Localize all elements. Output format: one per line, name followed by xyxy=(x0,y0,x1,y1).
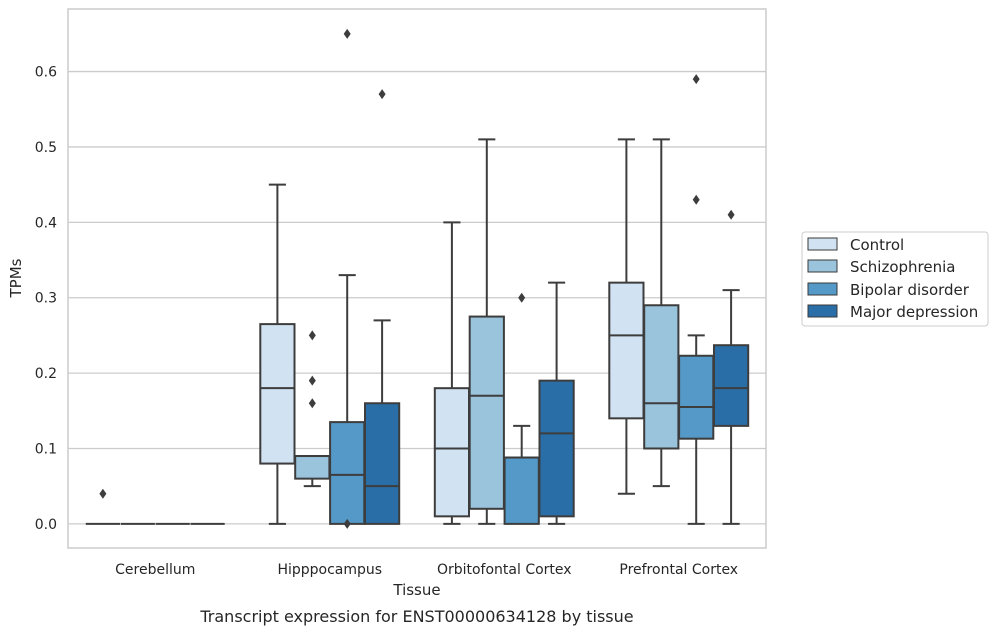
box-3-3 xyxy=(712,209,750,525)
legend-frame xyxy=(801,231,989,327)
y-axis-label: TPMs xyxy=(7,258,25,298)
box-2-1 xyxy=(468,138,505,525)
box xyxy=(538,379,575,518)
box xyxy=(468,315,505,510)
y-tick-label: 0.6 xyxy=(35,65,57,81)
box-3-2 xyxy=(678,74,715,525)
legend-swatch xyxy=(807,237,838,251)
box-1-2 xyxy=(329,28,366,529)
plot-area xyxy=(68,9,766,548)
outlier-point xyxy=(343,28,351,39)
legend-swatch xyxy=(807,304,838,318)
legend-swatch xyxy=(807,259,838,273)
box-0-0 xyxy=(85,488,121,525)
legend-item-control: Control xyxy=(807,236,904,254)
x-tick-label: Hipppocampus xyxy=(277,562,382,578)
box xyxy=(503,456,540,525)
outlier-point xyxy=(308,398,316,409)
legend-label: Major depression xyxy=(850,303,978,321)
legend-item-bipolar-disorder: Bipolar disorder xyxy=(807,281,970,299)
box xyxy=(712,344,750,427)
box-2-0 xyxy=(433,221,471,525)
legend-swatch xyxy=(807,282,838,296)
y-tick-label: 0.5 xyxy=(35,140,57,156)
box xyxy=(433,387,471,518)
y-tick-label: 0.3 xyxy=(35,291,57,307)
x-axis-ticks: Cerebellum Hipppocampus Orbitofontal Corte… xyxy=(115,562,738,578)
box-1-0 xyxy=(259,183,296,525)
box xyxy=(678,354,715,440)
box-3-1 xyxy=(643,138,680,488)
outlier-point xyxy=(692,194,700,205)
legend: Control Schizophrenia Bipolar disorder M… xyxy=(801,231,989,327)
plot-frame xyxy=(67,8,767,549)
box xyxy=(259,323,296,465)
y-tick-label: 0.4 xyxy=(35,215,57,231)
outlier-point xyxy=(343,518,351,529)
x-tick-label: Prefrontal Cortex xyxy=(619,562,738,578)
y-tick-label: 0.1 xyxy=(35,441,57,457)
box xyxy=(329,421,366,525)
box-series xyxy=(85,28,750,529)
outlier-point xyxy=(727,209,735,220)
outlier-point xyxy=(99,488,107,499)
box xyxy=(643,304,680,450)
y-tick-label: 0.2 xyxy=(35,366,57,382)
legend-label: Control xyxy=(850,236,904,254)
x-tick-label: Orbitofontal Cortex xyxy=(437,562,572,578)
x-axis-label: Tissue xyxy=(392,581,440,599)
box-1-3 xyxy=(363,89,401,525)
box xyxy=(363,402,401,525)
legend-item-schizophrenia: Schizophrenia xyxy=(807,258,955,276)
box-2-2 xyxy=(503,292,540,525)
legend-label: Bipolar disorder xyxy=(850,281,970,299)
box xyxy=(294,455,331,480)
outlier-point xyxy=(308,375,316,386)
outlier-point xyxy=(378,89,386,100)
box-2-3 xyxy=(538,281,575,525)
legend-label: Schizophrenia xyxy=(850,258,955,276)
legend-item-major-depression: Major depression xyxy=(807,303,978,321)
y-tick-label: 0.0 xyxy=(35,517,57,533)
outlier-point xyxy=(692,74,700,85)
y-axis-ticks: 0.0 0.1 0.2 0.3 0.4 0.5 0.6 xyxy=(35,65,57,533)
outlier-point xyxy=(308,330,316,341)
box xyxy=(608,281,645,420)
x-tick-label: Cerebellum xyxy=(115,562,195,578)
outlier-point xyxy=(518,292,526,303)
figure-caption: Transcript expression for ENST0000063412… xyxy=(199,607,633,626)
